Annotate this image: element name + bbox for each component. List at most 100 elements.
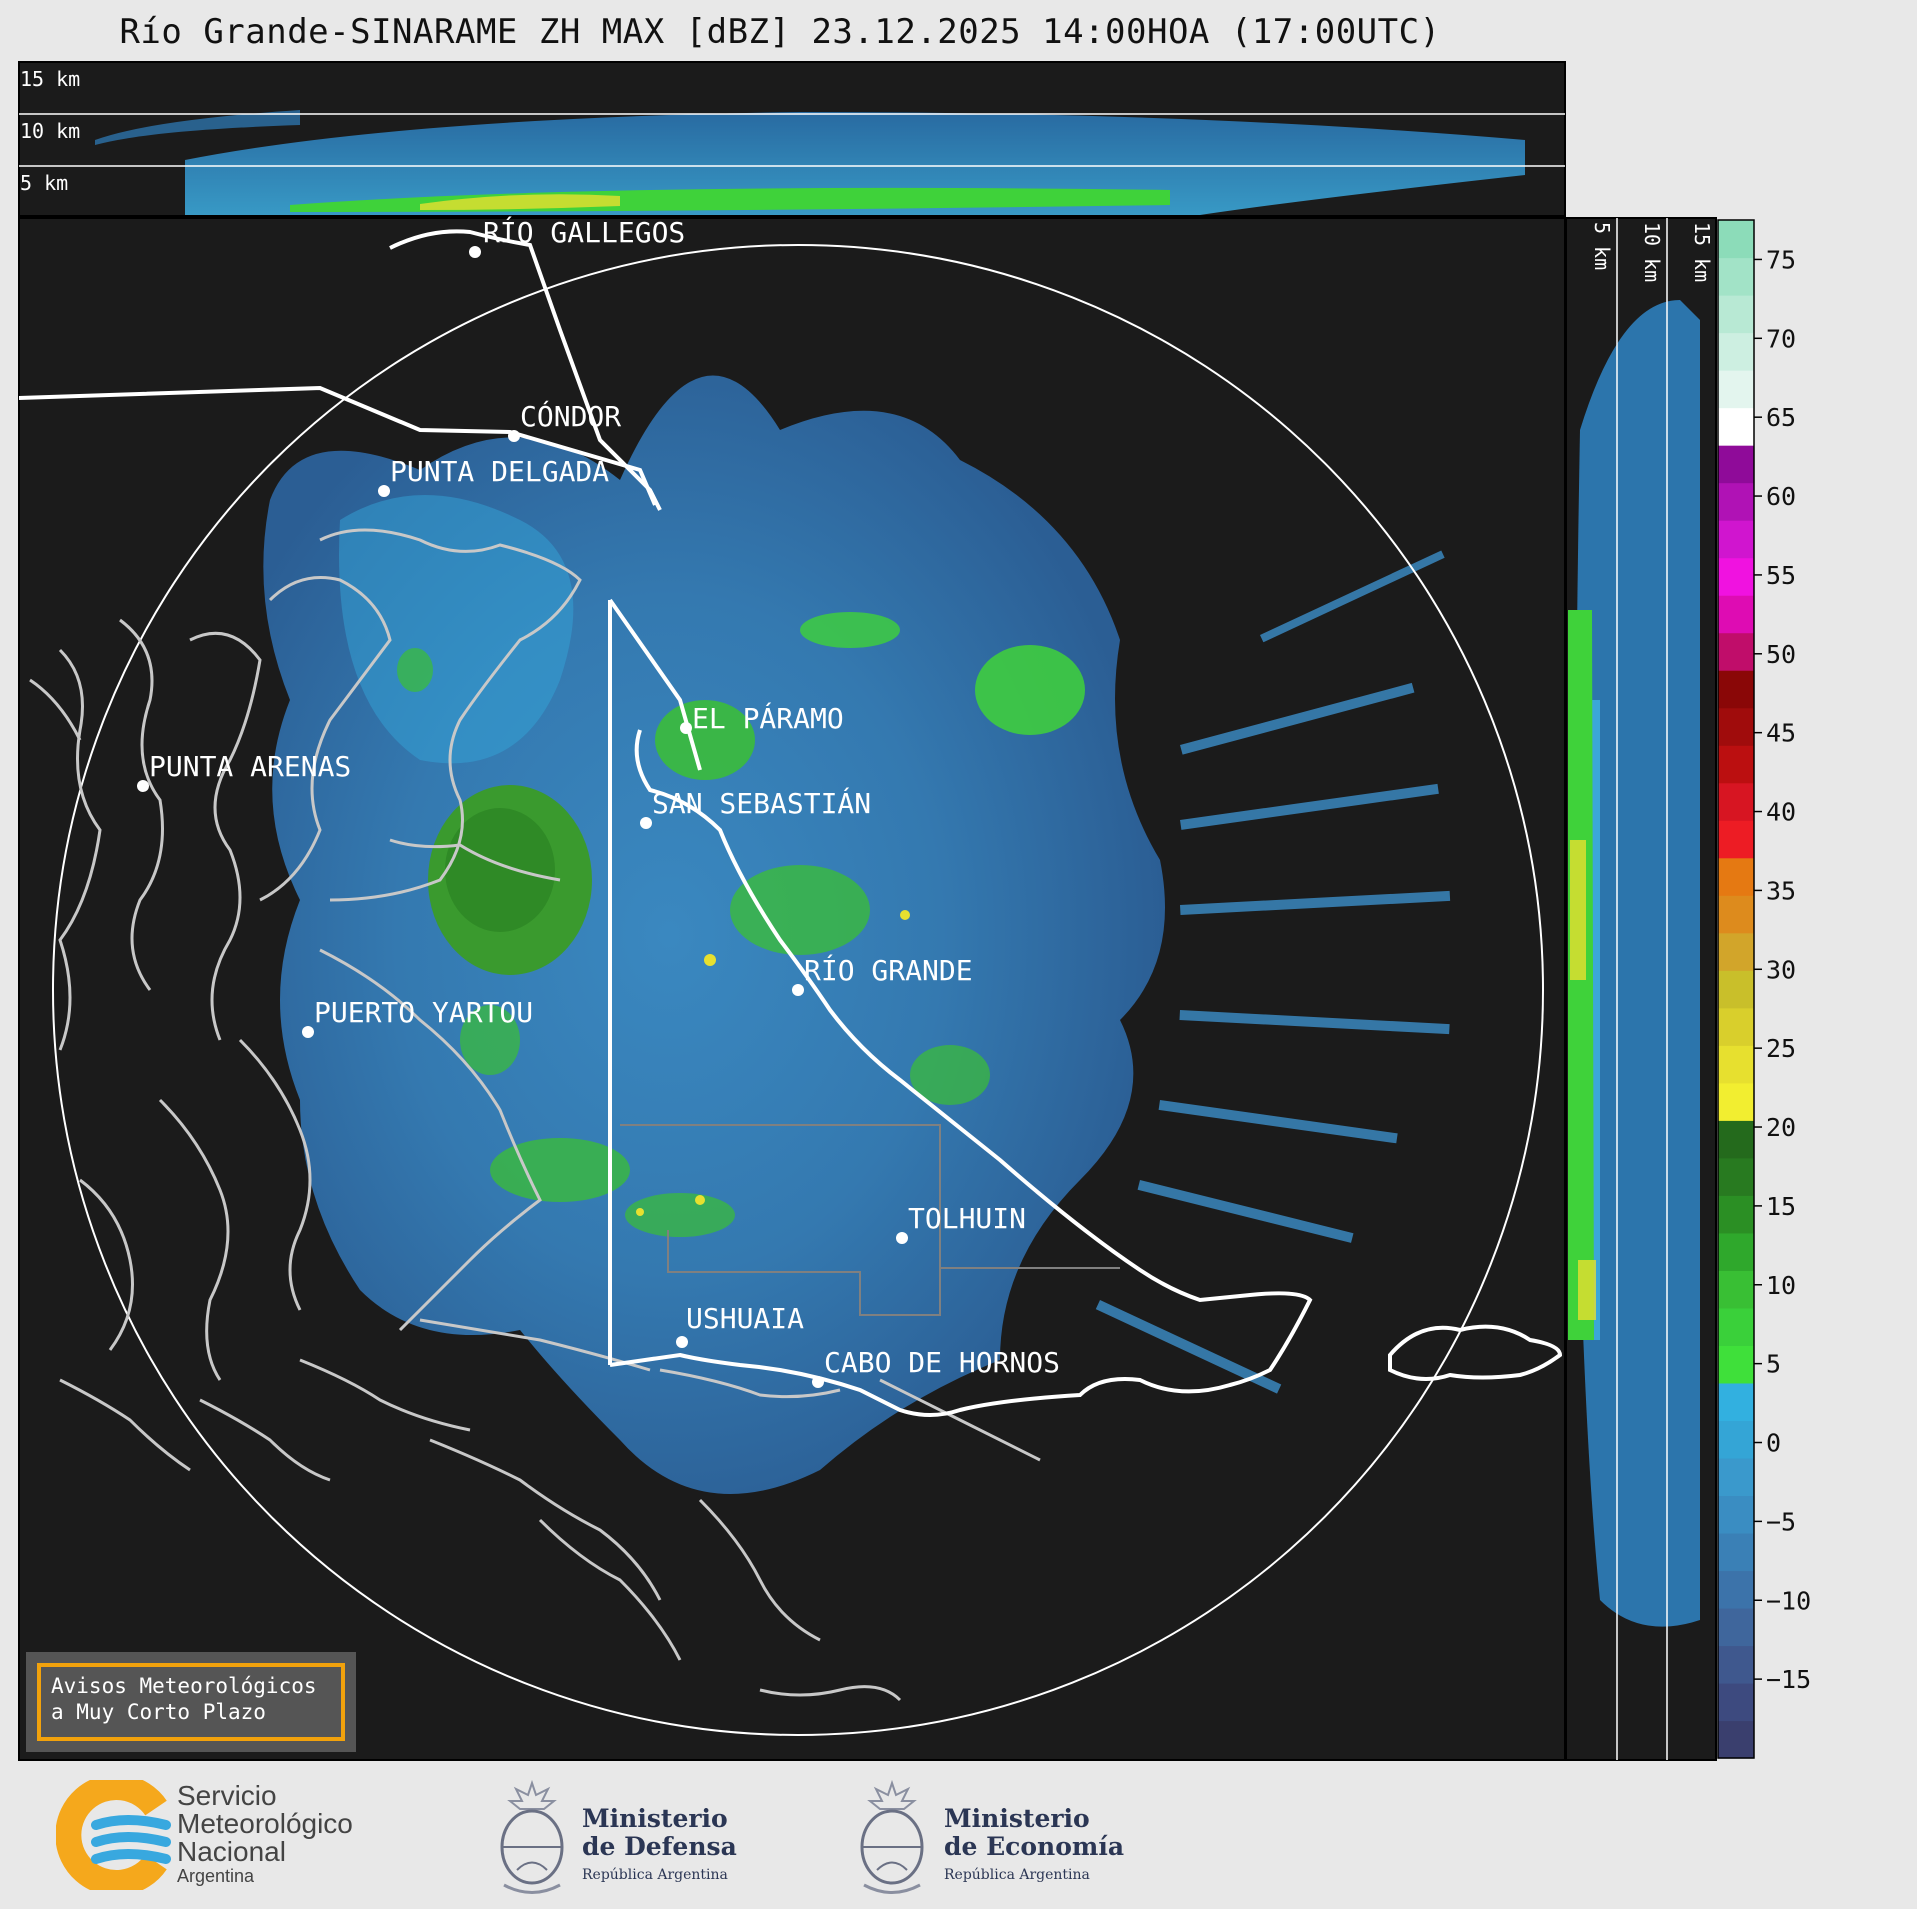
side-height-profile: 5 km 10 km 15 km [1565,217,1717,1761]
city-marker [812,1376,824,1388]
smn-line-2: Meteorológico [177,1808,353,1839]
city-label-punta-arenas: PUNTA ARENAS [149,750,351,783]
smn-name: Servicio Meteorológico Nacional Argentin… [177,1780,353,1887]
warning-line-2: a Muy Corto Plazo [51,1700,266,1724]
city-label-punta-delgada: PUNTA DELGADA [390,455,609,488]
colorbar-tick-label: 70 [1766,324,1796,353]
colorbar-tick-label: 45 [1766,719,1796,748]
colorbar-segment [1718,1607,1754,1647]
argentina-seal-icon [500,1779,564,1894]
city-marker [378,485,390,497]
top-height-label-5: 5 km [20,171,68,195]
colorbar-tick-label: −10 [1766,1586,1811,1615]
colorbar-segment [1718,632,1754,671]
colorbar-segment [1718,1382,1754,1421]
colorbar-segment [1718,1645,1754,1684]
colorbar-segment [1718,1007,1754,1046]
city-label-el-paramo: EL PÁRAMO [692,701,844,735]
colorbar-tick-label: 60 [1766,482,1796,511]
border-argentina [19,229,1563,1417]
colorbar-segment [1718,745,1754,784]
colorbar-segment [1718,557,1754,596]
warning-line-1: Avisos Meteorológicos [51,1674,317,1698]
city-marker [137,780,149,792]
colorbar-segment [1718,1082,1754,1121]
colorbar-segment [1718,1270,1754,1309]
city-label-rio-gallegos: RÍO GALLEGOS [483,215,685,249]
colorbar-tick-label: 75 [1766,245,1796,274]
colorbar-segment [1718,1720,1754,1759]
colorbar-segment [1718,257,1754,296]
city-marker [469,246,481,258]
colorbar-tick-label: 15 [1766,1192,1796,1221]
city-label-cabo-de-hornos: CABO DE HORNOS [824,1346,1060,1379]
colorbar-segment [1718,1195,1754,1234]
colorbar-segment [1718,932,1754,971]
colorbar-segment [1718,370,1754,409]
colorbar-segment [1718,820,1754,859]
colorbar-segment [1718,407,1754,446]
colorbar-segment [1718,1682,1754,1722]
colorbar-segment [1718,295,1754,334]
coastline-chile [29,528,1041,1702]
colorbar-segment [1718,857,1754,896]
economia-line-1: Ministerio [944,1804,1090,1833]
colorbar-tick-label: 65 [1766,403,1796,432]
colorbar-segment [1718,1045,1754,1084]
city-label-condor: CÓNDOR [520,399,621,433]
economia-name: Ministerio de Economía República Argenti… [944,1805,1124,1889]
colorbar-tick-label: 5 [1766,1350,1781,1379]
colorbar-frame [1717,219,1755,1759]
colorbar-segment [1718,1232,1754,1271]
city-marker [302,1026,314,1038]
colorbar-segment [1718,1345,1754,1384]
smn-line-1: Servicio [177,1780,277,1811]
colorbar-segment [1718,445,1754,484]
colorbar-segment [1718,970,1754,1009]
colorbar-tick-label: 20 [1766,1113,1796,1142]
defensa-name: Ministerio de Defensa República Argentin… [582,1805,737,1889]
colorbar-tick-label: 10 [1766,1271,1796,1300]
top-height-label-15: 15 km [20,67,80,91]
city-marker [680,722,692,734]
colorbar-tick-label: −15 [1766,1665,1811,1694]
smn-line-3: Nacional [177,1836,286,1867]
colorbar-tick-label: 40 [1766,798,1796,827]
map-title: Río Grande-SINARAME ZH MAX [dBZ] 23.12.2… [119,12,1441,52]
city-labels: RÍO GALLEGOS CÓNDOR PUNTA DELGADA EL PÁR… [137,215,1060,1388]
colorbar-segment [1718,1307,1754,1346]
radar-map: RÍO GALLEGOS CÓNDOR PUNTA DELGADA EL PÁR… [18,215,1566,1761]
colorbar-segment [1718,782,1754,821]
colorbar-segment [1718,895,1754,934]
colorbar-tick-label: 35 [1766,876,1796,905]
city-marker [792,984,804,996]
colorbar-tick-label: 50 [1766,640,1796,669]
colorbar-segment [1718,1120,1754,1159]
colorbar-tick-label: 25 [1766,1034,1796,1063]
colorbar-segment [1718,520,1754,559]
colorbar-segment [1718,1420,1754,1459]
colorbar-segment [1718,707,1754,746]
colorbar-segment [1718,332,1754,371]
city-label-ushuaia: USHUAIA [686,1302,804,1335]
top-height-profile: 15 km 10 km 5 km [18,61,1566,217]
footer: Servicio Meteorológico Nacional Argentin… [0,1765,1917,1909]
smn-line-4: Argentina [177,1866,255,1886]
defensa-line-2: de Defensa [582,1832,737,1861]
city-label-puerto-yartou: PUERTO YARTOU [314,996,533,1029]
warning-box-frame: Avisos Meteorológicos a Muy Corto Plazo [37,1663,345,1741]
economia-line-2: de Economía [944,1832,1125,1861]
side-height-label-5: 5 km [1590,222,1614,270]
top-height-label-10: 10 km [20,119,80,143]
range-ring [52,244,1544,1736]
warning-box[interactable]: Avisos Meteorológicos a Muy Corto Plazo [26,1652,356,1752]
defensa-line-3: República Argentina [582,1867,728,1883]
side-height-label-10: 10 km [1640,222,1664,282]
colorbar-tick-label: 30 [1766,955,1796,984]
colorbar-segment [1718,1157,1754,1196]
colorbar-tick-label: −5 [1766,1507,1796,1536]
colorbar-tick-label: 0 [1766,1429,1781,1458]
argentina-seal-icon-2 [860,1779,924,1894]
